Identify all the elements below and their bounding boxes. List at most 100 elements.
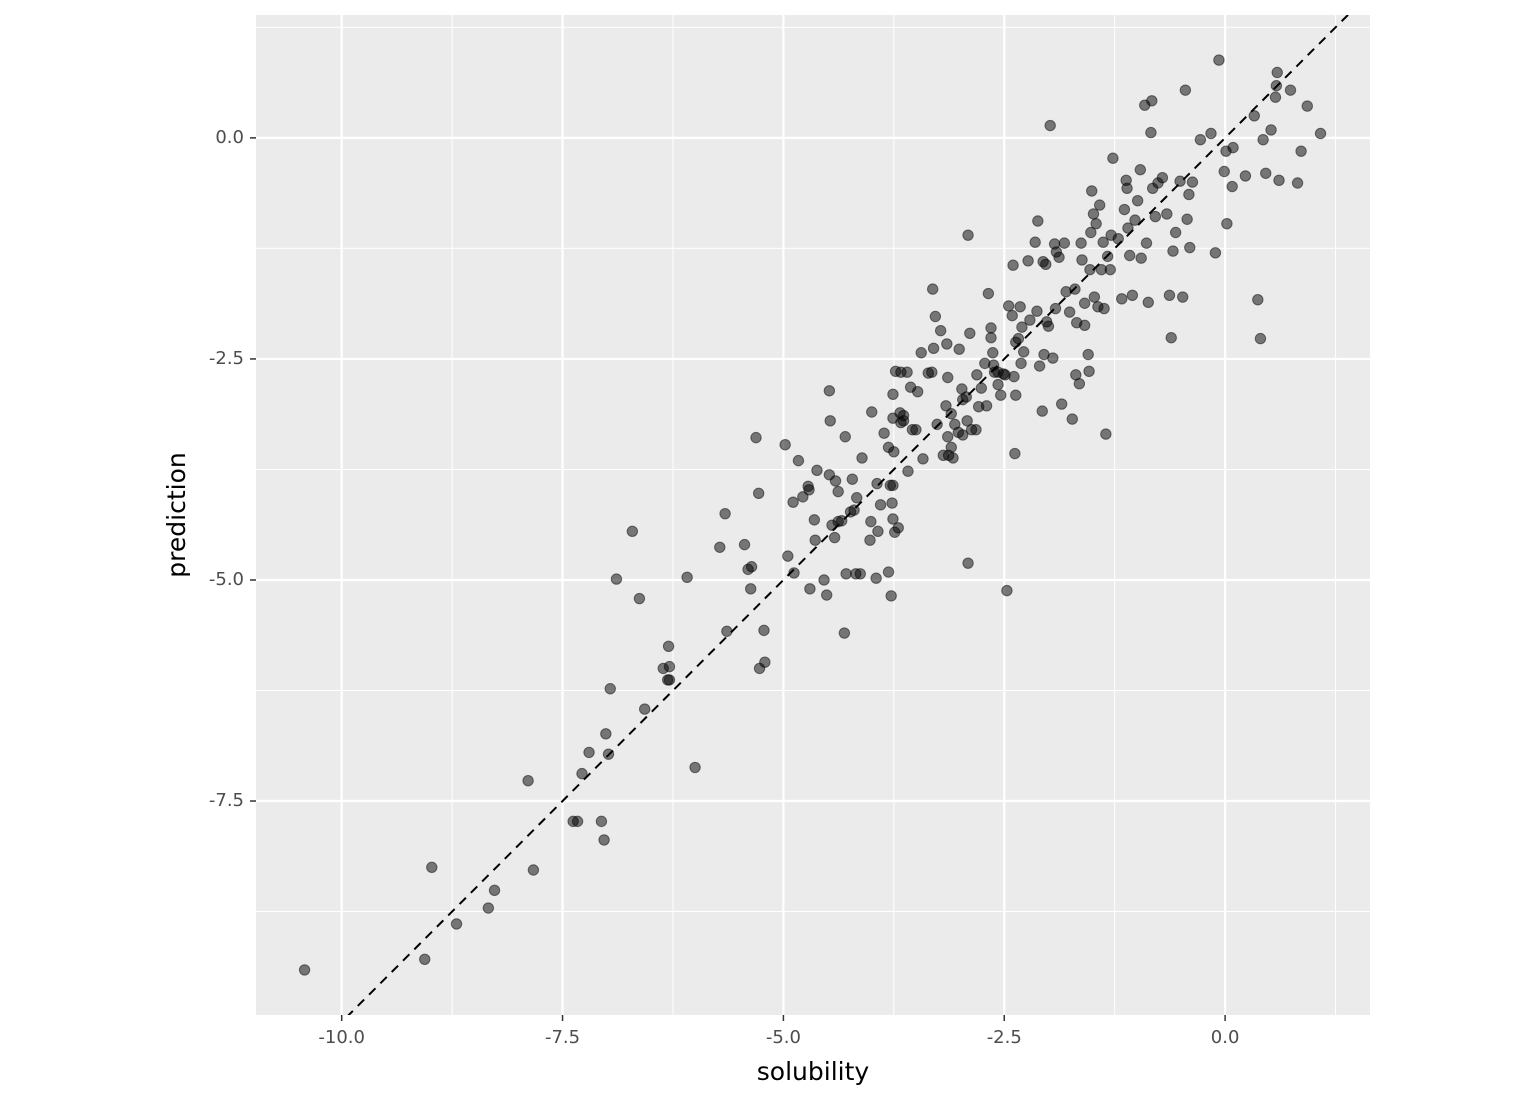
point [1301, 100, 1313, 112]
point [885, 590, 897, 602]
point [1029, 236, 1041, 248]
point [571, 815, 584, 828]
point [901, 366, 913, 378]
point [1014, 301, 1026, 313]
point [787, 496, 799, 508]
point [1017, 346, 1030, 358]
point [1265, 124, 1277, 136]
point [1078, 297, 1091, 309]
point [882, 566, 895, 578]
point [1252, 294, 1264, 306]
point [945, 441, 957, 454]
point [1097, 236, 1109, 248]
point [1118, 203, 1131, 216]
point [719, 507, 731, 520]
point [1024, 314, 1036, 326]
point [595, 815, 608, 828]
point [788, 567, 800, 579]
point [992, 378, 1004, 391]
point [1104, 263, 1116, 276]
point [910, 423, 922, 436]
y-tick-label: -5.0 [209, 569, 244, 590]
point [856, 452, 868, 464]
point [1134, 164, 1147, 176]
point [1009, 447, 1021, 460]
point [1040, 258, 1052, 271]
point [1010, 389, 1022, 401]
point [926, 366, 938, 378]
point [626, 525, 639, 538]
point [917, 453, 929, 465]
reference-line [347, 15, 1350, 1015]
y-tick-label: -2.5 [209, 348, 244, 369]
point [942, 431, 954, 443]
point [1015, 357, 1027, 370]
y-tick-label: -7.5 [209, 790, 244, 811]
point [1163, 289, 1176, 301]
point [1184, 241, 1196, 254]
point [962, 557, 974, 569]
point [738, 538, 751, 551]
point [610, 573, 623, 585]
point [1260, 167, 1272, 179]
point [1012, 332, 1025, 345]
point [1016, 321, 1028, 333]
point [797, 491, 809, 503]
point [854, 568, 866, 580]
y-tick-label: 0.0 [215, 127, 244, 148]
point [940, 400, 952, 412]
point [1254, 332, 1267, 345]
point [1107, 152, 1119, 164]
point [1248, 110, 1260, 122]
point [1002, 300, 1015, 312]
point [782, 550, 794, 562]
point [887, 513, 899, 525]
point [1149, 210, 1162, 223]
point [1291, 177, 1304, 189]
point [1098, 302, 1110, 315]
point [1129, 214, 1141, 226]
point [1036, 405, 1048, 417]
point [1100, 428, 1112, 440]
point [1083, 365, 1095, 378]
point [871, 477, 883, 490]
point [1145, 126, 1157, 139]
point [915, 347, 927, 359]
point [1209, 247, 1222, 259]
point [1066, 413, 1078, 425]
point [1116, 293, 1128, 305]
point [1142, 296, 1154, 309]
point [803, 484, 815, 496]
point [1126, 289, 1139, 301]
point [779, 439, 791, 451]
point [1257, 133, 1269, 146]
point [872, 525, 884, 538]
point [1031, 305, 1043, 317]
point [888, 446, 900, 458]
point [870, 572, 882, 584]
point [758, 624, 770, 637]
point [1131, 194, 1144, 207]
point [897, 415, 910, 427]
point [426, 861, 438, 874]
point [929, 310, 942, 323]
point [1226, 180, 1238, 193]
point [934, 324, 947, 337]
point [962, 229, 974, 241]
point [661, 674, 674, 686]
point [1156, 171, 1169, 184]
point [721, 625, 733, 637]
point [482, 902, 495, 914]
point [927, 342, 940, 355]
point [985, 322, 997, 334]
points [298, 54, 1327, 976]
point [874, 499, 887, 511]
point [663, 660, 676, 673]
point [829, 475, 842, 487]
point [980, 400, 993, 412]
point [1314, 127, 1327, 140]
point [1269, 91, 1282, 103]
point [1218, 165, 1230, 178]
point [878, 427, 890, 439]
